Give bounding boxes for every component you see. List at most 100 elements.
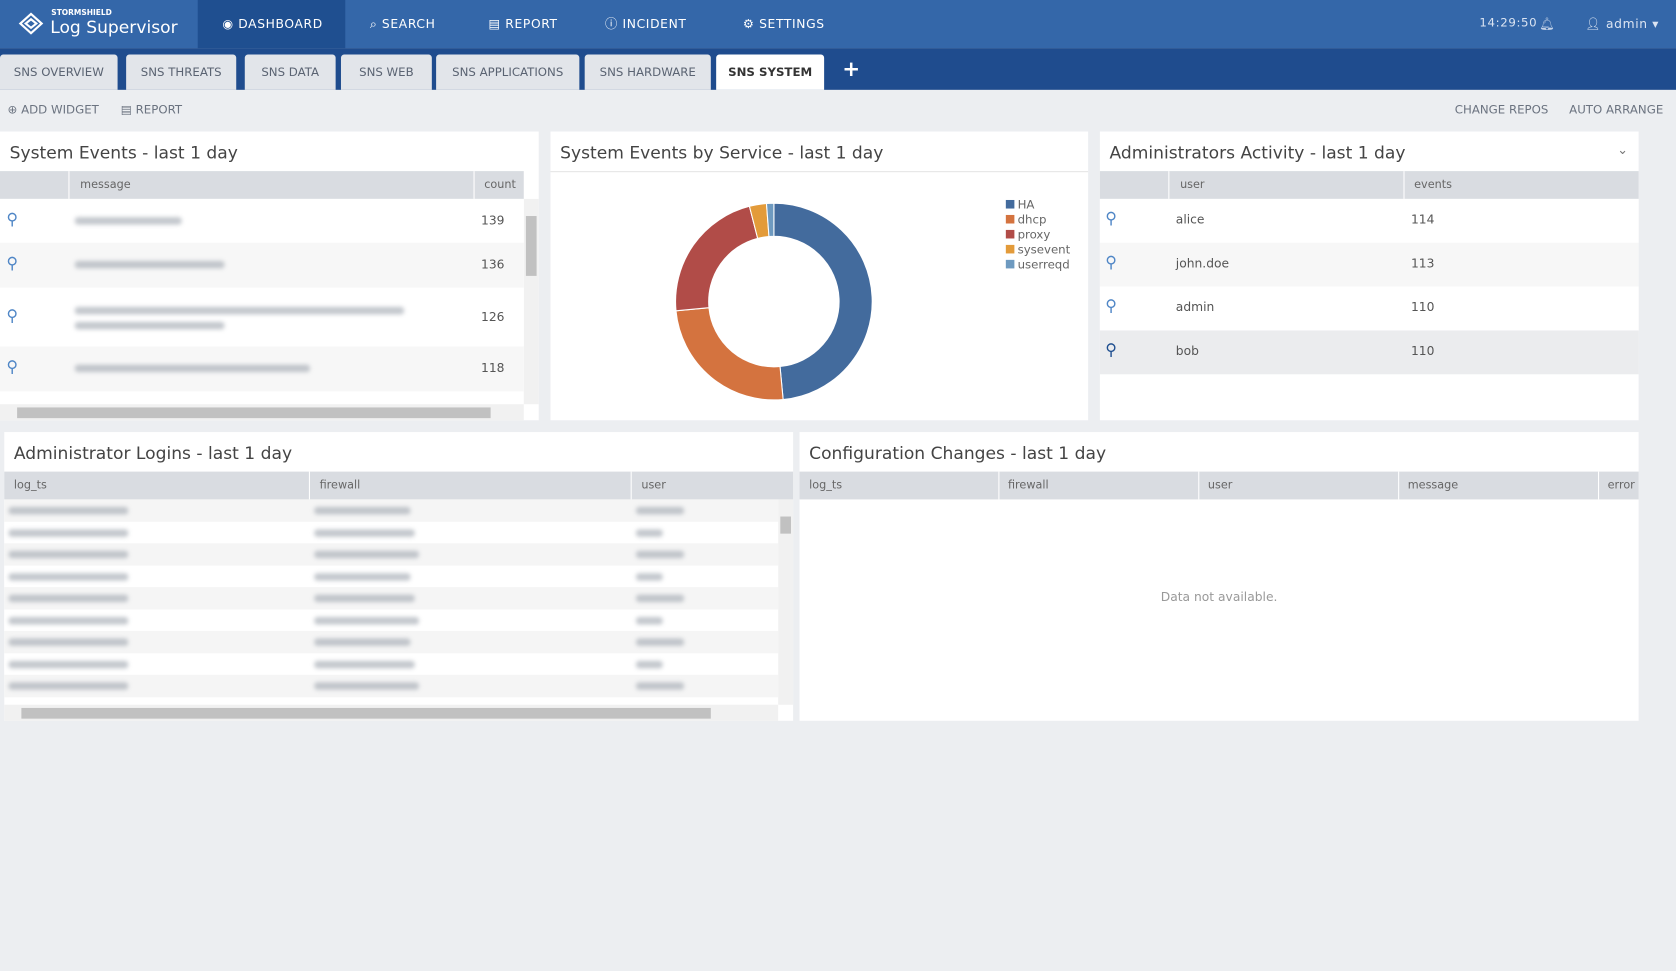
donut-segment [765, 202, 775, 238]
column-header: message count [0, 171, 524, 199]
table-row: ⚲ admin 110 [1099, 286, 1639, 331]
tab[interactable]: SNS HARDWARE [584, 54, 711, 90]
table-row: ⚲ 126 [0, 287, 524, 347]
redacted-text [635, 682, 685, 690]
legend-swatch [1005, 244, 1015, 254]
toolbar-label: REPORT [135, 102, 183, 117]
tab[interactable]: SNS APPLICATIONS [436, 54, 580, 90]
table-row [4, 587, 779, 610]
widget-events-by-service: System Events by Service - last 1 day HA… [550, 131, 1089, 421]
widget-title: Administrator Logins - last 1 day [13, 442, 293, 464]
col: message [1407, 479, 1459, 492]
redacted-text [8, 638, 129, 646]
table-row: ⚲ 136 [0, 242, 524, 288]
redacted-text [635, 616, 663, 624]
col-divider [1598, 471, 1600, 500]
col: error [1607, 479, 1635, 492]
nav-label: INCIDENT [622, 16, 687, 32]
user-menu[interactable]: 👤︎ admin ▾ [1585, 16, 1660, 32]
legend-label: HA [1018, 198, 1035, 212]
h-scrollbar[interactable] [4, 704, 779, 721]
legend-swatch [1005, 229, 1015, 239]
magnifier[interactable]: ⚲ [6, 357, 19, 377]
donut-segment [675, 307, 784, 401]
nav-search[interactable]: ⌕ SEARCH [369, 16, 436, 32]
widget-system-events: System Events - last 1 day message count… [0, 131, 539, 421]
toolbar-label: ADD WIDGET [21, 102, 99, 117]
nav-settings[interactable]: ⚙ SETTINGS [742, 16, 825, 32]
logo [18, 12, 44, 35]
tab[interactable]: SNS WEB [340, 54, 432, 90]
col-divider [998, 471, 1000, 500]
brand: Log Supervisor [50, 17, 178, 38]
tab[interactable]: SNS SYSTEM [716, 54, 825, 90]
tab[interactable]: SNS THREATS [126, 54, 237, 90]
legend-label: sysevent [1018, 242, 1071, 256]
clock: 14:29:50 [1479, 16, 1538, 30]
widget-title: System Events by Service - last 1 day [560, 142, 884, 163]
magnifier[interactable]: ⚲ [1105, 296, 1118, 316]
events-cell: 113 [1410, 255, 1435, 271]
add-tab[interactable]: + [842, 55, 861, 82]
widget-title: Configuration Changes - last 1 day [809, 442, 1107, 464]
redacted-text [8, 528, 129, 537]
count-cell: 126 [481, 308, 505, 324]
table-row: ⚲ 118 [0, 346, 524, 392]
redacted-text [635, 506, 685, 515]
toolbar-report[interactable]: ▤ REPORT [120, 102, 183, 117]
redacted-text [314, 638, 411, 646]
redacted-text [314, 660, 415, 668]
v-scrollbar[interactable] [778, 499, 794, 705]
nav-incident[interactable]: ⓘ INCIDENT [604, 16, 687, 32]
table-row: ⚲ john.doe 113 [1099, 242, 1639, 287]
redacted-text [314, 616, 420, 624]
table-row [4, 565, 779, 588]
magnifier[interactable]: ⚲ [6, 209, 19, 229]
redacted-text [8, 506, 129, 515]
collapse[interactable]: ⌄ [1617, 142, 1629, 158]
bell[interactable]: 🔔︎ [1539, 16, 1556, 32]
redacted-text [314, 682, 420, 690]
col: count [484, 178, 516, 192]
magnifier[interactable]: ⚲ [1105, 252, 1118, 272]
table-row: ⚲ alice 114 [1099, 198, 1639, 243]
column-header: log_ts firewall user message error [799, 471, 1639, 500]
widget-title: Administrators Activity - last 1 day [1109, 142, 1406, 163]
redacted-text [8, 572, 129, 581]
nav-report[interactable]: ▤ REPORT [488, 16, 558, 32]
count-cell: 139 [481, 212, 505, 228]
magnifier[interactable]: ⚲ [1105, 340, 1118, 360]
auto-arrange[interactable]: AUTO ARRANGE [1569, 102, 1664, 117]
v-scrollbar[interactable] [523, 198, 539, 405]
active-nav-bg [197, 0, 346, 49]
col: log_ts [809, 479, 843, 492]
table-row [4, 630, 779, 653]
table-row [4, 499, 779, 522]
add-widget[interactable]: ⊕ ADD WIDGET [7, 102, 99, 117]
redacted-text [635, 594, 685, 603]
col-divider [1398, 471, 1400, 500]
tab[interactable]: SNS OVERVIEW [0, 54, 118, 90]
legend-label: userreqd [1018, 257, 1070, 271]
tab[interactable]: SNS DATA [244, 54, 336, 90]
nav-label: DASHBOARD [238, 16, 323, 32]
events-cell: 114 [1410, 211, 1435, 227]
magnifier[interactable]: ⚲ [1105, 208, 1118, 228]
magnifier[interactable]: ⚲ [6, 305, 19, 325]
change-repos[interactable]: CHANGE REPOS [1454, 102, 1549, 117]
h-scrollbar[interactable] [0, 404, 524, 421]
user-cell: admin [1175, 299, 1215, 315]
col: firewall [319, 479, 361, 492]
redacted-text [635, 572, 663, 581]
col: events [1414, 178, 1452, 192]
redacted-text [8, 660, 129, 668]
redacted-text [314, 572, 411, 581]
legend-label: dhcp [1018, 213, 1047, 227]
magnifier[interactable]: ⚲ [6, 253, 19, 273]
redacted-text [74, 306, 405, 314]
redacted-text [314, 550, 420, 559]
legend-swatch [1005, 199, 1015, 209]
nav-dashboard[interactable]: ◉ DASHBOARD [222, 16, 323, 32]
user-cell: alice [1175, 211, 1205, 227]
